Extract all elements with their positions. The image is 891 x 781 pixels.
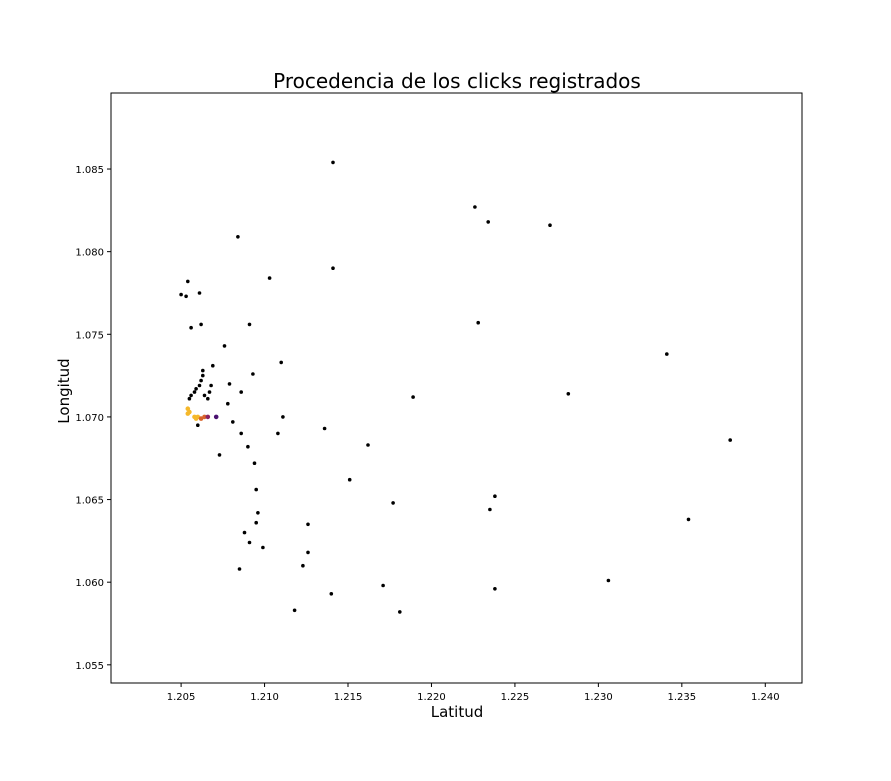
y-axis-label: Longitud: [55, 358, 73, 423]
scatter-point: [606, 578, 611, 583]
scatter-point: [279, 360, 284, 365]
scatter-point: [199, 378, 203, 383]
x-axis: 1.205 1.210 1.215 1.220 1.225 1.230 1.235 1.240: [167, 683, 780, 703]
scatter-point: [493, 494, 497, 499]
x-tick-label: 1.210: [250, 692, 279, 703]
x-tick-label: 1.205: [167, 692, 196, 703]
scatter-point: [197, 383, 202, 388]
scatter-point: [301, 563, 305, 568]
scatter-point: [381, 583, 385, 588]
scatter-point: [237, 567, 242, 571]
scatter-point: [665, 352, 669, 356]
scatter-point: [329, 592, 334, 596]
scatter-point: [566, 392, 571, 396]
scatter-point: [198, 416, 204, 421]
scatter-point: [247, 322, 252, 327]
scatter-point: [211, 363, 215, 368]
scatter-point: [476, 320, 481, 325]
scatter-point: [227, 382, 232, 386]
chart-title: Procedencia de los clicks registrados: [273, 69, 641, 93]
scatter-point: [192, 390, 197, 394]
scatter-point: [231, 420, 235, 424]
scatter-point: [236, 235, 240, 239]
scatter-point: [217, 453, 222, 457]
scatter-point: [205, 414, 211, 420]
scatter-point: [347, 477, 352, 482]
scatter-point: [366, 443, 370, 447]
scatter-point: [256, 511, 260, 515]
scatter-point: [196, 423, 200, 428]
y-tick-label: 1.085: [75, 165, 104, 176]
scatter-point: [197, 291, 202, 295]
scatter-point: [548, 223, 552, 227]
x-tick-label: 1.235: [668, 692, 697, 703]
scatter-point: [239, 390, 243, 394]
scatter-point: [207, 390, 212, 394]
scatter-point: [247, 540, 252, 545]
scatter-point: [184, 294, 188, 299]
scatter-point: [411, 395, 415, 399]
y-tick-label: 1.055: [75, 661, 104, 672]
scatter-point: [179, 292, 183, 297]
scatter-point: [292, 608, 297, 613]
y-axis: 1.055 1.060 1.065 1.070 1.075 1.080 1.085: [75, 165, 111, 672]
scatter-point: [331, 266, 335, 271]
scatter-points: [179, 160, 732, 614]
y-tick-label: 1.080: [75, 248, 104, 259]
scatter-point: [201, 368, 205, 373]
scatter-point: [226, 401, 230, 406]
scatter-point: [251, 372, 255, 376]
scatter-point: [473, 205, 477, 209]
scatter-point: [254, 520, 258, 525]
x-tick-label: 1.220: [417, 692, 446, 703]
scatter-point: [194, 387, 198, 391]
scatter-point: [488, 507, 492, 512]
scatter-point: [222, 344, 227, 348]
x-tick-label: 1.215: [334, 692, 363, 703]
scatter-point: [252, 461, 257, 466]
scatter-point: [206, 396, 210, 401]
scatter-point: [486, 220, 491, 224]
scatter-point: [493, 587, 497, 591]
scatter-point: [398, 610, 402, 614]
scatter-point: [281, 415, 285, 419]
scatter-point: [202, 393, 207, 398]
scatter-point: [686, 517, 691, 522]
scatter-point: [209, 383, 213, 388]
scatter-point: [201, 373, 205, 378]
scatter-point: [186, 279, 190, 284]
x-tick-label: 1.225: [501, 692, 530, 703]
plot-area: [110, 92, 803, 684]
y-tick-label: 1.075: [75, 330, 104, 341]
x-tick-label: 1.230: [584, 692, 613, 703]
scatter-point: [267, 276, 272, 280]
y-tick-label: 1.070: [75, 413, 104, 424]
scatter-point: [322, 426, 327, 431]
scatter-point: [213, 414, 219, 420]
scatter-point: [187, 409, 192, 415]
x-tick-label: 1.240: [751, 692, 780, 703]
scatter-point: [202, 414, 207, 420]
scatter-point: [242, 530, 247, 535]
scatter-point: [254, 487, 258, 492]
scatter-point: [306, 522, 310, 527]
scatter-point: [199, 322, 203, 327]
scatter-point: [189, 325, 193, 330]
scatter-point: [391, 501, 395, 505]
scatter-point: [261, 545, 265, 550]
scatter-point: [331, 160, 335, 165]
y-tick-label: 1.060: [75, 578, 104, 589]
scatter-point: [187, 396, 192, 401]
scatter-point: [189, 393, 193, 398]
y-tick-label: 1.065: [75, 496, 104, 507]
scatter-point: [246, 444, 250, 449]
scatter-point: [306, 550, 310, 555]
scatter-point: [728, 438, 732, 442]
scatter-point: [239, 431, 243, 436]
x-axis-label: Latitud: [431, 703, 484, 721]
scatter-point: [276, 431, 280, 436]
